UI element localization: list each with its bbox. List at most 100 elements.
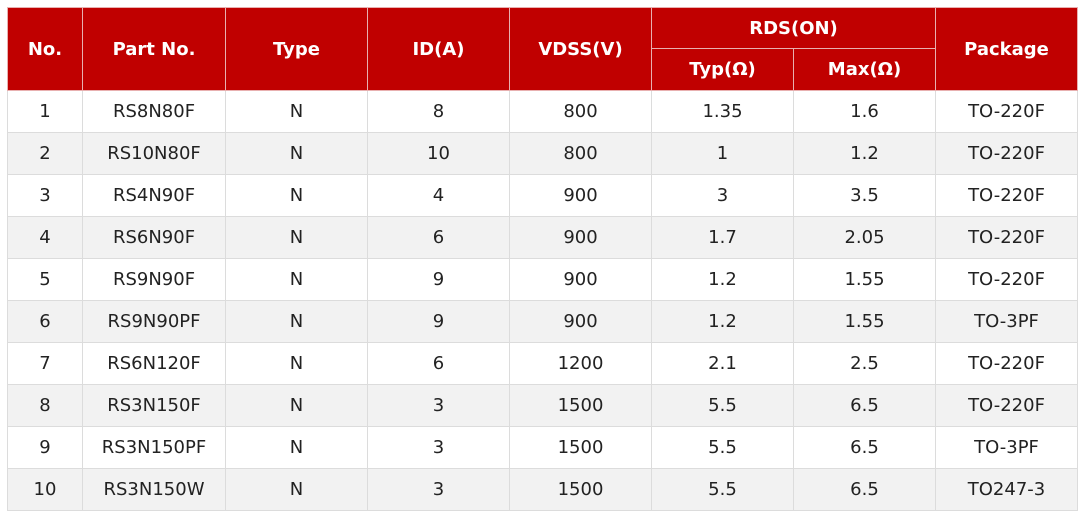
table-body: 1 RS8N80F N 8 800 1.35 1.6 TO-220F 2 RS10N80F N 10 8… <box>7 90 1078 511</box>
cell-typ: 1.35 <box>651 90 794 133</box>
header-package: Package <box>935 7 1078 91</box>
cell-no: 4 <box>7 216 83 259</box>
cell-no: 1 <box>7 90 83 133</box>
cell-package: TO-220F <box>935 174 1078 217</box>
cell-package: TO247-3 <box>935 468 1078 511</box>
cell-package: TO-220F <box>935 258 1078 301</box>
cell-vdss: 900 <box>509 216 652 259</box>
cell-max: 6.5 <box>793 426 936 469</box>
cell-part-no: RS6N90F <box>82 216 226 259</box>
header-rds-on: RDS(ON) <box>651 7 936 49</box>
cell-typ: 1 <box>651 132 794 175</box>
cell-vdss: 1500 <box>509 384 652 427</box>
cell-no: 5 <box>7 258 83 301</box>
cell-typ: 1.2 <box>651 300 794 343</box>
cell-id: 10 <box>367 132 510 175</box>
cell-no: 10 <box>7 468 83 511</box>
cell-no: 3 <box>7 174 83 217</box>
cell-part-no: RS8N80F <box>82 90 226 133</box>
cell-typ: 3 <box>651 174 794 217</box>
cell-part-no: RS9N90F <box>82 258 226 301</box>
table-row: 3 RS4N90F N 4 900 3 3.5 TO-220F <box>7 174 1078 217</box>
cell-part-no: RS3N150F <box>82 384 226 427</box>
cell-vdss: 900 <box>509 174 652 217</box>
cell-package: TO-220F <box>935 216 1078 259</box>
table-row: 4 RS6N90F N 6 900 1.7 2.05 TO-220F <box>7 216 1078 259</box>
cell-vdss: 900 <box>509 258 652 301</box>
cell-id: 4 <box>367 174 510 217</box>
header-vdss: VDSS(V) <box>509 7 652 91</box>
table-row: 2 RS10N80F N 10 800 1 1.2 TO-220F <box>7 132 1078 175</box>
cell-id: 6 <box>367 342 510 385</box>
cell-typ: 5.5 <box>651 426 794 469</box>
cell-typ: 5.5 <box>651 384 794 427</box>
cell-vdss: 800 <box>509 90 652 133</box>
cell-typ: 2.1 <box>651 342 794 385</box>
cell-vdss: 800 <box>509 132 652 175</box>
cell-max: 1.55 <box>793 258 936 301</box>
cell-no: 9 <box>7 426 83 469</box>
cell-part-no: RS9N90PF <box>82 300 226 343</box>
cell-type: N <box>225 258 368 301</box>
cell-part-no: RS6N120F <box>82 342 226 385</box>
cell-no: 6 <box>7 300 83 343</box>
cell-max: 6.5 <box>793 468 936 511</box>
cell-type: N <box>225 132 368 175</box>
cell-max: 1.2 <box>793 132 936 175</box>
cell-no: 8 <box>7 384 83 427</box>
cell-package: TO-220F <box>935 90 1078 133</box>
cell-typ: 5.5 <box>651 468 794 511</box>
cell-id: 9 <box>367 258 510 301</box>
cell-package: TO-220F <box>935 384 1078 427</box>
cell-id: 3 <box>367 384 510 427</box>
cell-type: N <box>225 174 368 217</box>
cell-typ: 1.2 <box>651 258 794 301</box>
cell-max: 3.5 <box>793 174 936 217</box>
cell-part-no: RS3N150W <box>82 468 226 511</box>
header-id: ID(A) <box>367 7 510 91</box>
cell-type: N <box>225 384 368 427</box>
cell-part-no: RS4N90F <box>82 174 226 217</box>
cell-typ: 1.7 <box>651 216 794 259</box>
cell-max: 6.5 <box>793 384 936 427</box>
cell-id: 3 <box>367 468 510 511</box>
cell-id: 6 <box>367 216 510 259</box>
cell-package: TO-3PF <box>935 426 1078 469</box>
table-row: 10 RS3N150W N 3 1500 5.5 6.5 TO247-3 <box>7 468 1078 511</box>
table-row: 6 RS9N90PF N 9 900 1.2 1.55 TO-3PF <box>7 300 1078 343</box>
cell-vdss: 1500 <box>509 426 652 469</box>
header-typ: Typ(Ω) <box>651 48 794 91</box>
cell-max: 2.5 <box>793 342 936 385</box>
cell-package: TO-220F <box>935 132 1078 175</box>
cell-part-no: RS10N80F <box>82 132 226 175</box>
cell-max: 1.6 <box>793 90 936 133</box>
cell-id: 3 <box>367 426 510 469</box>
header-type: Type <box>225 7 368 91</box>
table-row: 7 RS6N120F N 6 1200 2.1 2.5 TO-220F <box>7 342 1078 385</box>
cell-max: 1.55 <box>793 300 936 343</box>
cell-type: N <box>225 426 368 469</box>
header-part-no: Part No. <box>82 7 226 91</box>
cell-no: 7 <box>7 342 83 385</box>
cell-vdss: 900 <box>509 300 652 343</box>
cell-package: TO-220F <box>935 342 1078 385</box>
table-row: 8 RS3N150F N 3 1500 5.5 6.5 TO-220F <box>7 384 1078 427</box>
cell-no: 2 <box>7 132 83 175</box>
table-row: 9 RS3N150PF N 3 1500 5.5 6.5 TO-3PF <box>7 426 1078 469</box>
header-max: Max(Ω) <box>793 48 936 91</box>
cell-type: N <box>225 90 368 133</box>
header-no: No. <box>7 7 83 91</box>
cell-type: N <box>225 468 368 511</box>
cell-id: 9 <box>367 300 510 343</box>
mosfet-spec-table: No. Part No. Type ID(A) VDSS(V) RDS(ON) … <box>7 7 1078 511</box>
table-row: 5 RS9N90F N 9 900 1.2 1.55 TO-220F <box>7 258 1078 301</box>
cell-package: TO-3PF <box>935 300 1078 343</box>
cell-part-no: RS3N150PF <box>82 426 226 469</box>
cell-type: N <box>225 342 368 385</box>
cell-max: 2.05 <box>793 216 936 259</box>
table-row: 1 RS8N80F N 8 800 1.35 1.6 TO-220F <box>7 90 1078 133</box>
cell-vdss: 1500 <box>509 468 652 511</box>
cell-type: N <box>225 216 368 259</box>
cell-type: N <box>225 300 368 343</box>
cell-id: 8 <box>367 90 510 133</box>
